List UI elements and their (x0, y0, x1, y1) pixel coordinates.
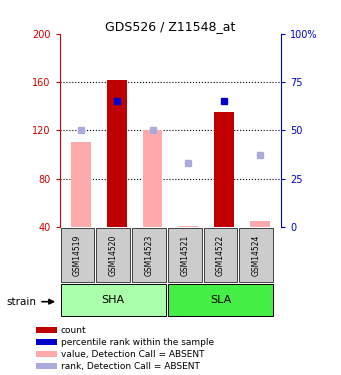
Text: GSM14521: GSM14521 (180, 234, 189, 276)
Bar (179, 226, 198, 227)
Text: strain: strain (7, 297, 37, 307)
Text: GSM14523: GSM14523 (145, 234, 153, 276)
Bar (107, 80, 127, 227)
Bar (61, 228, 94, 282)
Bar (214, 112, 234, 227)
Bar (61, 284, 166, 316)
Bar (204, 228, 237, 282)
Text: SHA: SHA (102, 295, 125, 305)
Bar (36, 363, 57, 369)
Text: value, Detection Call = ABSENT: value, Detection Call = ABSENT (61, 350, 204, 359)
Text: GSM14519: GSM14519 (73, 234, 82, 276)
Text: GSM14524: GSM14524 (252, 234, 261, 276)
Bar (36, 339, 57, 345)
Text: percentile rank within the sample: percentile rank within the sample (61, 338, 214, 347)
Bar (36, 351, 57, 357)
Bar (132, 228, 166, 282)
Text: GSM14520: GSM14520 (109, 234, 118, 276)
Bar (143, 130, 162, 227)
Text: count: count (61, 326, 86, 335)
Bar (97, 228, 130, 282)
Bar (36, 327, 57, 333)
Bar (71, 142, 91, 227)
Text: rank, Detection Call = ABSENT: rank, Detection Call = ABSENT (61, 362, 199, 371)
Bar (168, 284, 273, 316)
Bar (250, 221, 270, 227)
Text: GSM14522: GSM14522 (216, 234, 225, 276)
Bar (168, 228, 202, 282)
Text: SLA: SLA (210, 295, 231, 305)
Bar (239, 228, 273, 282)
Title: GDS526 / Z11548_at: GDS526 / Z11548_at (105, 20, 236, 33)
